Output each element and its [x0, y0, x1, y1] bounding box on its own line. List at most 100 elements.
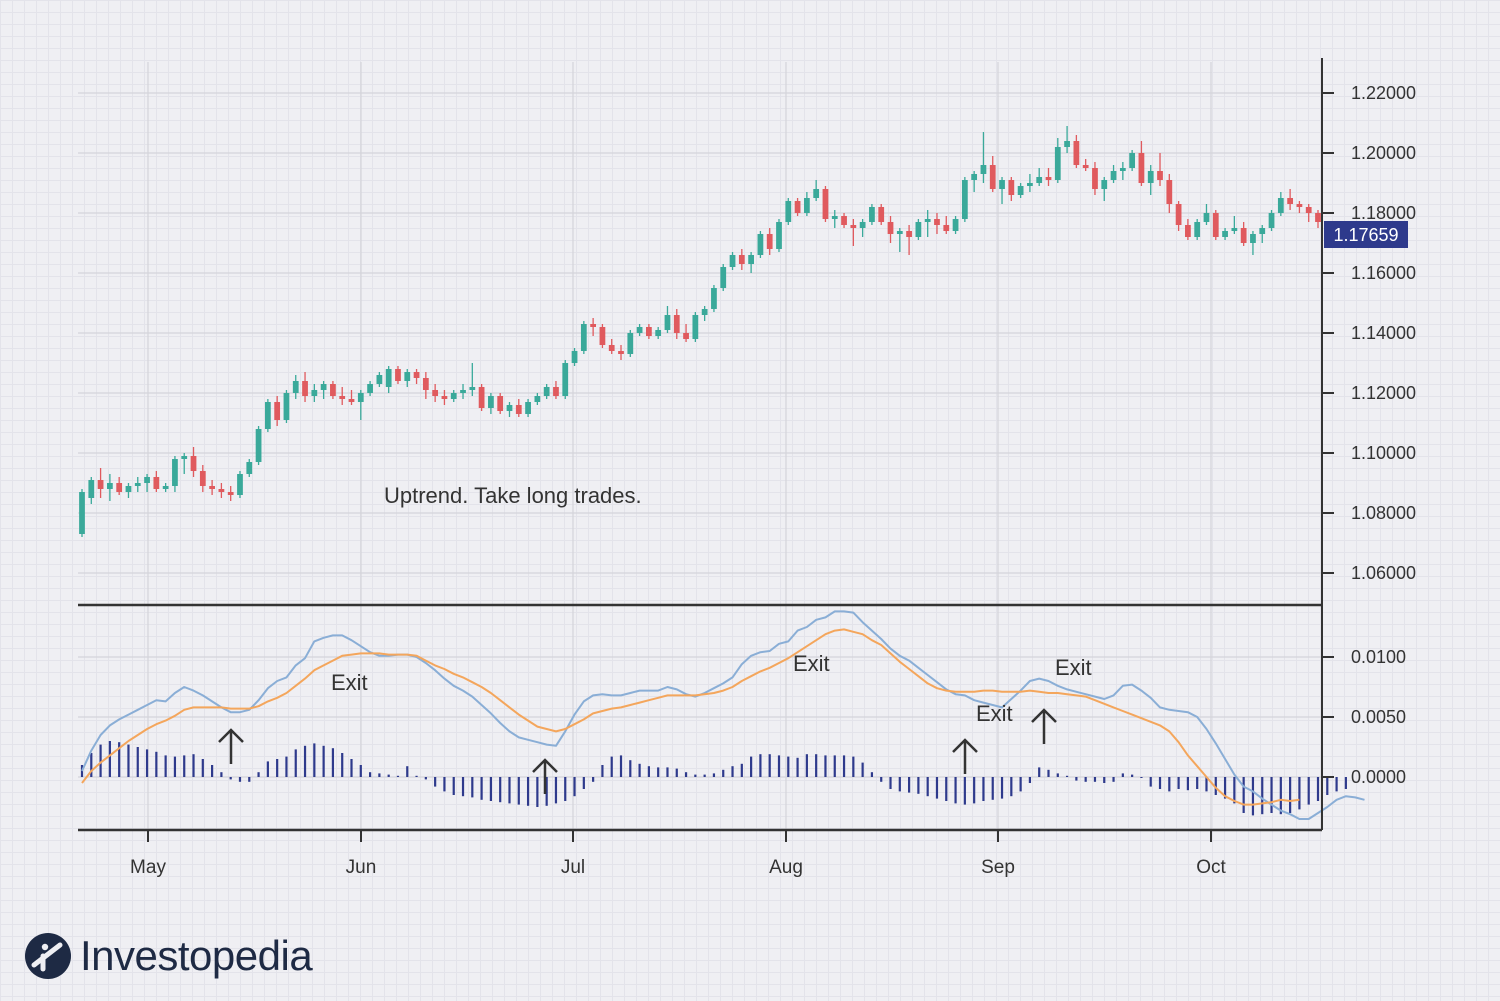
candle-body	[952, 219, 959, 231]
x-tick-label: Jul	[561, 857, 585, 878]
histogram-bar	[173, 756, 177, 777]
candle-body	[395, 369, 401, 381]
brand-name: Investopedia	[80, 932, 313, 979]
candle-body	[813, 189, 820, 198]
candle-body	[264, 402, 271, 429]
candle-body	[1277, 198, 1284, 213]
histogram-bar	[1196, 777, 1199, 789]
candle-body	[311, 390, 318, 396]
candle-body	[1212, 213, 1219, 237]
candle-body	[199, 471, 206, 486]
candle-body	[1082, 165, 1089, 168]
candle-body	[803, 198, 810, 213]
candle-body	[506, 405, 513, 411]
candle-body	[599, 327, 606, 345]
histogram-bar	[396, 775, 400, 777]
histogram-bar	[1065, 775, 1069, 777]
candle-body	[218, 489, 225, 492]
x-tick-label: May	[130, 857, 166, 878]
price-tick-label: 1.12000	[1351, 383, 1416, 403]
candle-body	[794, 201, 801, 213]
macd-tick-label: 0.0100	[1351, 647, 1406, 667]
histogram-bar	[1056, 773, 1059, 777]
histogram-bar	[666, 767, 669, 777]
candle-body	[1315, 213, 1321, 222]
candle-body	[1036, 177, 1043, 183]
candle-body	[776, 222, 782, 249]
histogram-bar	[935, 777, 939, 799]
histogram-bar	[145, 749, 149, 777]
histogram-bar	[1158, 777, 1162, 789]
candle-body	[738, 255, 745, 264]
histogram-bar	[889, 777, 892, 789]
candle-body	[153, 477, 160, 489]
candle-body	[841, 216, 847, 225]
candle-body	[934, 219, 940, 225]
price-tick-label: 1.16000	[1351, 263, 1416, 283]
candle-body	[320, 384, 327, 390]
candle-body	[1129, 153, 1136, 168]
histogram-bar	[229, 777, 232, 780]
histogram-bar	[424, 777, 427, 780]
candle-body	[1092, 168, 1098, 189]
candle-body	[274, 402, 281, 420]
candle-body	[655, 330, 662, 336]
candle-body	[961, 180, 968, 219]
candle-body	[571, 351, 578, 363]
histogram-bar	[1298, 777, 1301, 810]
histogram-bar	[1289, 777, 1292, 813]
histogram-bar	[248, 777, 251, 782]
candle-body	[971, 174, 978, 180]
candle-body	[1101, 180, 1108, 189]
candle-body	[79, 492, 85, 534]
price-tick-label: 1.08000	[1351, 503, 1416, 523]
histogram-bar	[1186, 777, 1189, 791]
macd-histogram	[80, 741, 1347, 816]
histogram-bar	[294, 749, 297, 777]
candle-body	[106, 483, 113, 489]
histogram-bar	[1214, 777, 1217, 795]
candle-body	[1296, 204, 1303, 207]
candle-body	[850, 225, 857, 228]
candle-body	[292, 381, 299, 393]
histogram-bar	[489, 777, 493, 801]
candle-body	[1064, 141, 1070, 147]
histogram-bar	[183, 755, 186, 777]
histogram-bar	[1223, 777, 1227, 799]
candle-body	[450, 393, 457, 399]
histogram-bar	[313, 743, 316, 777]
candle-body	[692, 315, 699, 339]
candle-body	[1017, 186, 1024, 195]
x-tick-label: Sep	[981, 857, 1015, 878]
candle-body	[980, 165, 987, 174]
histogram-bar	[954, 777, 957, 804]
candle-body	[1250, 234, 1256, 243]
histogram-bar	[461, 777, 465, 797]
histogram-bar	[1093, 777, 1097, 782]
histogram-bar	[740, 763, 743, 777]
histogram-bar	[517, 777, 520, 805]
histogram-bar	[452, 777, 455, 795]
price-tick-label: 1.22000	[1351, 83, 1416, 103]
histogram-bar	[387, 774, 390, 777]
candle-body	[553, 387, 559, 396]
histogram-bar	[266, 761, 269, 777]
histogram-bar	[592, 777, 595, 782]
histogram-bar	[1140, 777, 1143, 778]
histogram-bar	[1316, 777, 1320, 801]
candle-body	[729, 255, 736, 267]
histogram-bar	[1075, 777, 1078, 781]
histogram-bar	[90, 753, 93, 777]
candle-body	[683, 333, 689, 339]
candle-body	[88, 480, 95, 498]
histogram-bar	[303, 745, 307, 777]
histogram-bar	[1251, 777, 1255, 816]
histogram-bar	[1168, 777, 1171, 792]
candle-body	[469, 387, 476, 390]
candle-body	[525, 402, 531, 414]
histogram-bar	[898, 777, 901, 792]
histogram-bar	[610, 756, 613, 777]
candle-body	[618, 351, 624, 354]
candle-body	[999, 180, 1005, 189]
histogram-bar	[378, 773, 381, 777]
